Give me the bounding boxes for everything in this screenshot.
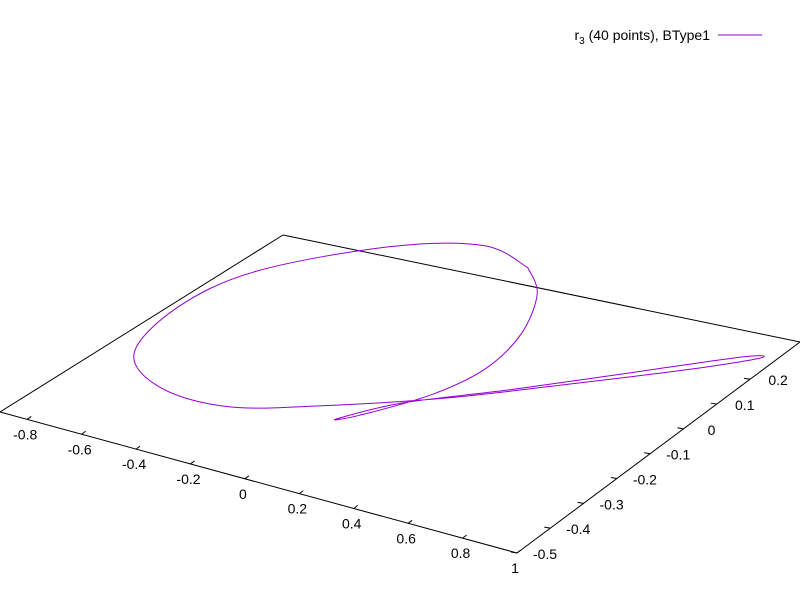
series [133,242,765,421]
x-tick [353,505,359,509]
series-line [133,242,765,421]
x-tick [516,549,522,554]
axes [0,234,800,554]
y-tick-label: -0.5 [533,546,557,562]
x-tick [190,460,195,465]
x-tick-label: 0 [239,486,247,502]
legend-label: r3 (40 points), BType1 [574,27,710,47]
y-tick [743,377,751,380]
y-axis-line [516,341,800,554]
x-tick-label: -0.6 [68,441,92,457]
y-tick-label: -0.3 [600,496,624,512]
x-tick-label: 0.2 [288,501,308,517]
x-tick [299,490,304,495]
x-tick-label: 0.4 [342,515,362,531]
y-tick [610,477,617,480]
y-tick [577,501,584,504]
y-tick [510,551,518,554]
legend-label-subscript: 3 [579,36,585,47]
x-tick [26,416,32,420]
y-tick-label: 0.2 [768,372,788,388]
x-tick-label: 0.6 [396,530,416,546]
x-tick-label: 1 [511,560,519,576]
legend-label-main: r [574,27,579,43]
back-x-axis-line [282,234,800,343]
back-y-axis-line [0,234,284,413]
x-tick [244,475,250,480]
y-tick [544,526,551,529]
ticks: -0.8 -0.6 -0.4 -0.2 0 0.2 0.4 0.6 0.8 1 -0.5 -0.4 -0… [13,372,788,576]
x-tick-label: -0.4 [122,456,146,472]
x-tick [81,430,86,435]
y-tick [710,402,717,405]
x-tick [407,519,413,524]
y-tick-label: -0.4 [566,521,590,537]
x-tick [462,534,467,539]
y-tick-label: 0 [708,422,716,438]
y-tick [677,427,684,430]
legend: r3 (40 points), BType1 [574,27,762,47]
x-axis-line [0,411,518,554]
x-tick-label: -0.8 [13,426,37,442]
x-tick-label: 0.8 [451,545,471,561]
y-tick-label: -0.2 [633,472,657,488]
y-tick-label: -0.1 [666,447,690,463]
y-tick [644,452,651,455]
y-tick-label: 0.1 [735,397,755,413]
x-tick-label: -0.2 [176,471,200,487]
legend-label-rest: (40 points), BType1 [585,27,711,43]
x-tick [135,445,141,450]
